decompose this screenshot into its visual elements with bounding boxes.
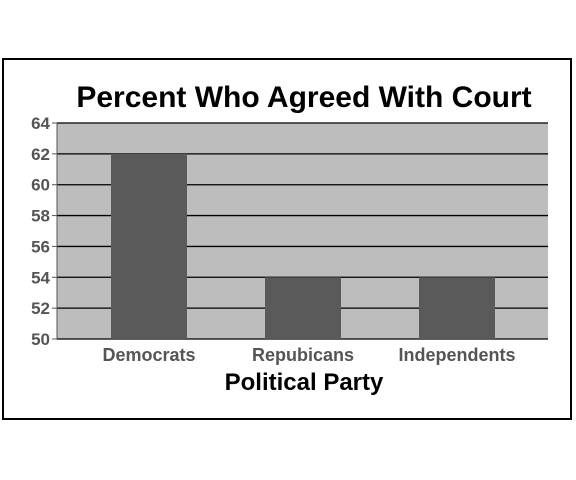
bars — [111, 153, 495, 339]
y-tick-label: 52 — [31, 299, 50, 318]
y-tick-label: 60 — [31, 176, 50, 195]
y-axis-ticks: 50 52 54 56 58 60 62 64 — [31, 114, 57, 349]
y-tick-label: 58 — [31, 207, 50, 226]
y-tick-label: 54 — [31, 268, 50, 287]
y-tick-label: 64 — [31, 114, 50, 133]
bar-independents — [419, 277, 495, 339]
bar-democrats — [111, 153, 187, 339]
x-tick-label: Democrats — [102, 345, 195, 365]
x-tick-label: Independents — [398, 345, 515, 365]
x-axis-ticks: Democrats Repubicans Independents — [102, 345, 515, 365]
y-tick-label: 50 — [31, 330, 50, 349]
y-tick-label: 62 — [31, 145, 50, 164]
bar-repubicans — [265, 277, 341, 339]
x-tick-label: Repubicans — [252, 345, 354, 365]
chart-title: Percent Who Agreed With Court — [76, 81, 531, 114]
y-tick-label: 56 — [31, 237, 50, 256]
x-axis-label: Political Party — [225, 369, 384, 396]
